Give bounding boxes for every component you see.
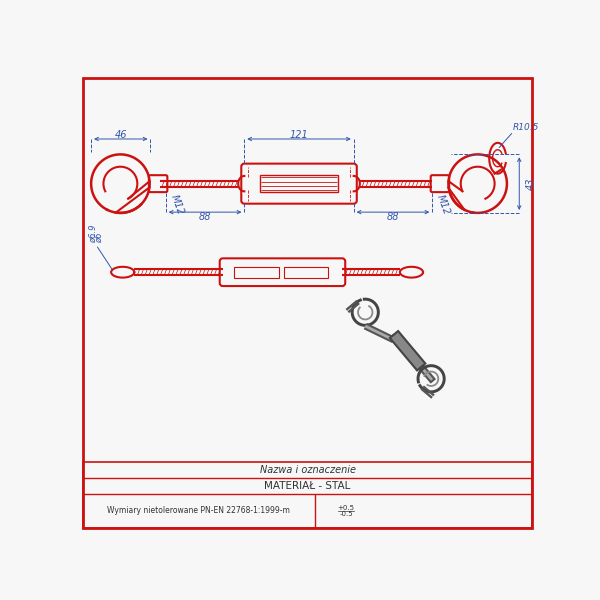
Text: 43: 43 bbox=[526, 178, 535, 190]
Text: Nazwa i oznaczenie: Nazwa i oznaczenie bbox=[260, 465, 355, 475]
Bar bbox=[83, 463, 532, 528]
Text: M12: M12 bbox=[436, 193, 452, 216]
Text: R10.5: R10.5 bbox=[513, 123, 539, 132]
Text: ø6: ø6 bbox=[95, 232, 104, 243]
Text: 121: 121 bbox=[290, 130, 308, 140]
Text: 88: 88 bbox=[387, 212, 399, 222]
Bar bbox=[260, 175, 338, 192]
Text: ø6.9: ø6.9 bbox=[89, 224, 98, 243]
Text: 88: 88 bbox=[199, 212, 211, 222]
Polygon shape bbox=[390, 331, 425, 370]
Text: 46: 46 bbox=[115, 130, 127, 140]
Text: MATERIAŁ - STAL: MATERIAŁ - STAL bbox=[265, 481, 350, 491]
Text: M12: M12 bbox=[169, 193, 185, 216]
Bar bbox=[284, 267, 328, 278]
Text: Wymiary nietolerowane PN-EN 22768-1:1999-m: Wymiary nietolerowane PN-EN 22768-1:1999… bbox=[107, 506, 290, 515]
Text: +0.5: +0.5 bbox=[337, 505, 355, 511]
Bar bbox=[235, 267, 278, 278]
Text: -0.5: -0.5 bbox=[339, 511, 353, 517]
